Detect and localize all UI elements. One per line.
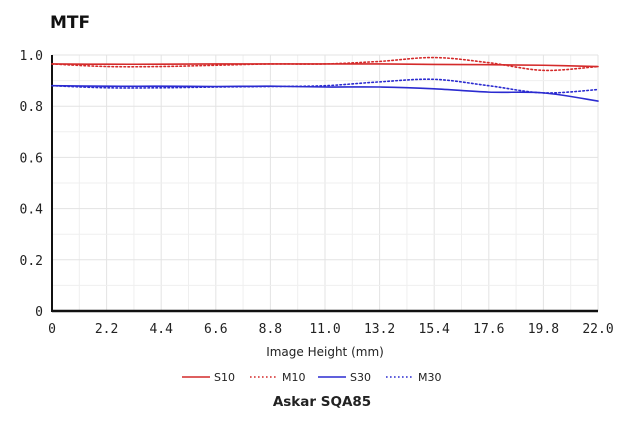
x-tick-label: 13.2 [364, 322, 395, 337]
y-tick-label: 0.6 [20, 151, 43, 166]
x-tick-label: 11.0 [309, 322, 340, 337]
y-tick-label: 0.4 [20, 203, 44, 218]
x-tick-label: 8.8 [259, 322, 282, 337]
x-tick-label: 2.2 [95, 322, 118, 337]
legend-label-s10: S10 [214, 371, 235, 384]
y-tick-label: 1.0 [20, 49, 43, 64]
x-tick-label: 0 [48, 322, 56, 337]
x-tick-label: 22.0 [582, 322, 613, 337]
x-tick-label: 6.6 [204, 322, 227, 337]
legend-label-m10: M10 [282, 371, 306, 384]
x-tick-label: 4.4 [149, 322, 173, 337]
chart-subtitle: Askar SQA85 [273, 394, 371, 410]
axis-layer [51, 55, 598, 313]
y-tick-label: 0.8 [20, 100, 43, 115]
x-axis-label: Image Height (mm) [266, 345, 384, 359]
series-layer [51, 56, 599, 102]
y-tick-label: 0.2 [20, 254, 43, 269]
legend-label-m30: M30 [418, 371, 442, 384]
legend-label-s30: S30 [350, 371, 371, 384]
y-tick-label: 0 [35, 305, 43, 320]
grid-layer [51, 54, 599, 312]
x-tick-label: 15.4 [419, 322, 450, 337]
chart-title: MTF [50, 13, 90, 33]
series-line-s30 [51, 84, 599, 102]
series-line-m30 [51, 78, 599, 94]
x-tick-label: 19.8 [528, 322, 559, 337]
series-line-m10 [51, 56, 599, 72]
legend: S10 M10 S30 M30 [182, 371, 442, 384]
x-tick-label: 17.6 [473, 322, 504, 337]
tick-layer: 0 2.2 4.4 6.6 8.8 11.0 13.2 15.4 17.6 19.8 22.0 0 0.… [20, 49, 614, 337]
